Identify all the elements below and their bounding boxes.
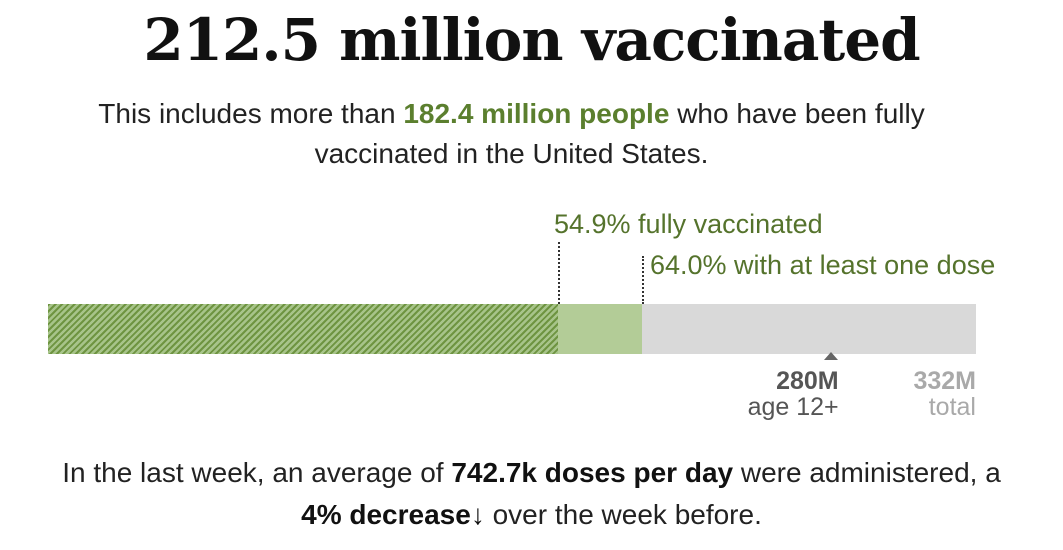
footer-mid: were administered, a bbox=[733, 457, 1001, 488]
footer-post: over the week before. bbox=[484, 499, 762, 530]
age-12-marker-triangle bbox=[823, 352, 838, 360]
footer-doses: 742.7k doses per day bbox=[451, 457, 734, 488]
down-arrow-icon: ↓ bbox=[470, 499, 485, 530]
tick-332m: 332M total bbox=[856, 368, 976, 420]
tick-332m-value: 332M bbox=[913, 367, 976, 395]
one-dose-bar-segment bbox=[557, 304, 642, 354]
tick-280m-sublabel: age 12+ bbox=[747, 393, 839, 421]
footer-pre: In the last week, an average of bbox=[62, 457, 452, 488]
subhead-highlight: 182.4 million people bbox=[403, 98, 670, 129]
subhead-post: who have been fully vaccinated in the Un… bbox=[314, 98, 925, 169]
fully-vaccinated-bar-segment bbox=[48, 304, 558, 354]
tick-280m-value: 280M bbox=[776, 367, 839, 395]
fully-vaccinated-label: 54.9% fully vaccinated bbox=[554, 209, 823, 239]
population-bar bbox=[48, 304, 976, 354]
headline: 212.5 million vaccinated bbox=[143, 6, 920, 74]
weekly-summary: In the last week, an average of 742.7k d… bbox=[60, 452, 1003, 536]
fully-vaccinated-leader-line bbox=[557, 242, 560, 304]
one-dose-label: 64.0% with at least one dose bbox=[650, 250, 996, 280]
one-dose-leader-line bbox=[641, 256, 644, 304]
subhead: This includes more than 182.4 million pe… bbox=[40, 94, 983, 174]
tick-280m: 280M age 12+ bbox=[719, 368, 839, 420]
footer-change: 4% decrease bbox=[301, 499, 471, 530]
subhead-pre: This includes more than bbox=[98, 98, 404, 129]
tick-332m-sublabel: total bbox=[928, 393, 976, 421]
